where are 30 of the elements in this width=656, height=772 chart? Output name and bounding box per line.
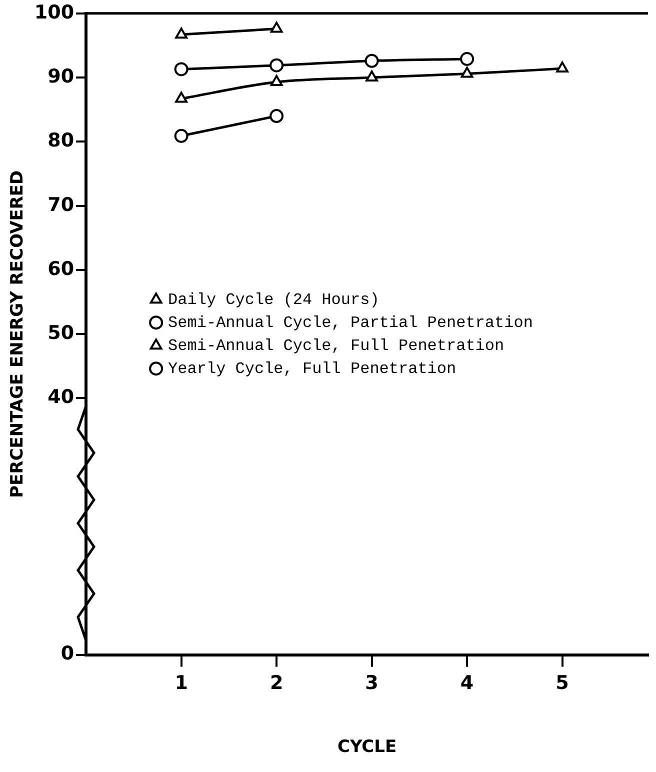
point — [270, 75, 283, 86]
x-tick-label: 5 — [556, 672, 569, 694]
point — [366, 70, 378, 82]
point — [460, 52, 474, 66]
x-tick-label: 1 — [174, 672, 188, 694]
y-axis-title: PERCENTAGE ENERGY RECOVERED — [8, 170, 28, 498]
y-tick-label: 50 — [48, 322, 74, 344]
legend-label: Semi-Annual Cycle, Full Penetration — [168, 336, 504, 355]
point — [270, 58, 284, 72]
y-tick-label: 70 — [48, 194, 74, 216]
y-tick-label: 90 — [48, 65, 74, 88]
legend-label: Daily Cycle (24 Hours) — [168, 290, 380, 309]
x-tick-label: 4 — [460, 672, 474, 694]
legend-label: Yearly Cycle, Full Penetration — [168, 360, 456, 378]
x-axis-title: CYCLE — [337, 737, 397, 758]
y-tick-label: 60 — [48, 258, 74, 280]
y-tick-label: 40 — [48, 386, 74, 408]
point — [174, 128, 188, 143]
point — [270, 109, 284, 124]
point — [364, 54, 379, 68]
y-tick-label: 80 — [48, 130, 74, 152]
x-tick-label: 2 — [270, 672, 284, 694]
point — [175, 92, 188, 103]
point — [460, 66, 474, 78]
legend-label: Semi-Annual Cycle, Partial Penetration — [168, 314, 533, 332]
x-tick-label: 3 — [365, 672, 378, 694]
point — [556, 62, 568, 73]
point — [174, 62, 188, 76]
y-tick-label: 100 — [34, 1, 74, 24]
y-tick-label: 0 — [60, 642, 74, 665]
